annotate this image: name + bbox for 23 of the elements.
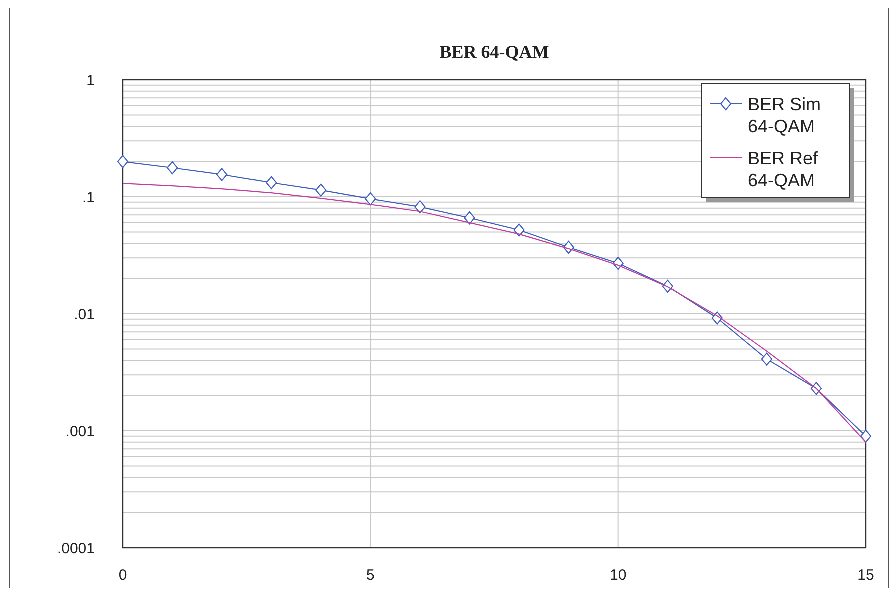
point xyxy=(266,176,278,190)
point xyxy=(117,155,129,168)
chart-title: BER 64-QAM xyxy=(440,42,550,62)
x-tick-label: 0 xyxy=(118,567,128,584)
legend-label: BER Ref 64-QAM xyxy=(748,148,820,190)
point xyxy=(761,352,772,366)
point xyxy=(860,430,872,443)
point xyxy=(316,184,327,197)
point xyxy=(216,168,228,182)
point xyxy=(365,192,376,206)
y-tick-label: .1 xyxy=(82,189,95,206)
x-tick-label: 10 xyxy=(610,567,627,584)
y-tick-label: .0001 xyxy=(57,540,95,558)
x-tick-label: 5 xyxy=(366,567,375,584)
point xyxy=(166,161,178,175)
x-tick-label: 15 xyxy=(858,567,874,584)
legend-label: BER Sim 64-QAM xyxy=(748,94,822,136)
y-tick-label: 1 xyxy=(86,72,95,90)
y-tick-label: .01 xyxy=(74,306,95,324)
y-tick-label: .001 xyxy=(66,423,95,440)
point xyxy=(464,212,476,225)
point xyxy=(514,224,525,237)
point xyxy=(414,200,426,214)
